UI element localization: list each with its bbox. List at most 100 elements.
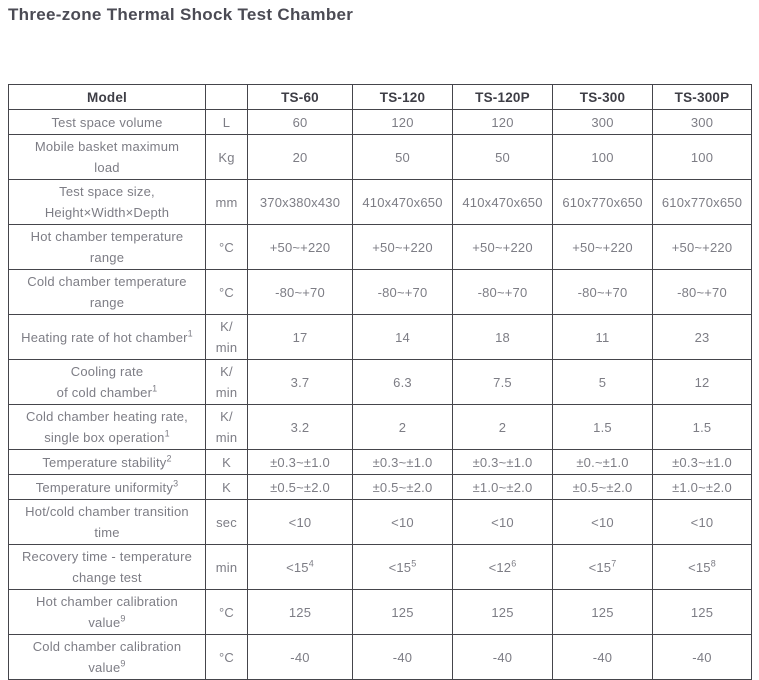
table-row: Test space volume L 60 120 120 300 300 bbox=[8, 109, 752, 135]
value-cell: +50~+220 bbox=[247, 224, 353, 270]
value-cell: <158 bbox=[652, 544, 752, 590]
table-row: Hot/cold chamber transition time sec <10 <1… bbox=[8, 499, 752, 545]
value-cell: ±0.5~±2.0 bbox=[247, 474, 353, 500]
superscript-note: 5 bbox=[411, 558, 417, 569]
value-cell: 2 bbox=[352, 404, 453, 450]
value-cell: ±0.~±1.0 bbox=[552, 449, 653, 475]
unit-cell: K/ min bbox=[205, 404, 248, 450]
unit-cell: K/ min bbox=[205, 359, 248, 405]
row-label-cell: Cold chamber temperature range bbox=[8, 269, 206, 315]
value-cell: 370x380x430 bbox=[247, 179, 353, 225]
table-body: Test space volume L 60 120 120 300 300 Mobile b… bbox=[8, 109, 752, 680]
table-row: Cold chamber heating rate, single box op… bbox=[8, 404, 752, 450]
superscript-note: 1 bbox=[152, 383, 158, 394]
value-cell: <154 bbox=[247, 544, 353, 590]
row-label-cell: Test space volume bbox=[8, 109, 206, 135]
superscript-note: 9 bbox=[120, 613, 126, 624]
value-cell: 23 bbox=[652, 314, 752, 360]
value-cell: +50~+220 bbox=[352, 224, 453, 270]
superscript-note: 9 bbox=[120, 658, 126, 669]
value-cell: +50~+220 bbox=[552, 224, 653, 270]
value-cell: 14 bbox=[352, 314, 453, 360]
value-cell: 2 bbox=[452, 404, 553, 450]
table-row: Hot chamber calibration value9 °C 125 125 12… bbox=[8, 589, 752, 635]
value-cell: 125 bbox=[352, 589, 453, 635]
unit-cell: °C bbox=[205, 634, 248, 680]
value-cell: -80~+70 bbox=[247, 269, 353, 315]
value-cell: ±1.0~±2.0 bbox=[652, 474, 752, 500]
superscript-note: 2 bbox=[166, 453, 172, 464]
value-cell: 120 bbox=[352, 109, 453, 135]
value-cell: -40 bbox=[247, 634, 353, 680]
unit-cell: min bbox=[205, 544, 248, 590]
unit-cell: °C bbox=[205, 589, 248, 635]
value-cell: 610x770x650 bbox=[552, 179, 653, 225]
value-cell: ±0.5~±2.0 bbox=[352, 474, 453, 500]
value-cell: <155 bbox=[352, 544, 453, 590]
value-cell: <10 bbox=[652, 499, 752, 545]
unit-cell: K bbox=[205, 474, 248, 500]
value-cell: -40 bbox=[452, 634, 553, 680]
value-cell: 7.5 bbox=[452, 359, 553, 405]
table-row: Hot chamber temperature range °C +50~+220 +… bbox=[8, 224, 752, 270]
model-column-header: TS-60 bbox=[247, 84, 353, 110]
table-row: Mobile basket maximum load Kg 20 50 50 100 100 bbox=[8, 134, 752, 180]
model-column-header: TS-120P bbox=[452, 84, 553, 110]
row-label-cell: Recovery time - temperature change test bbox=[8, 544, 206, 590]
row-label-cell: Hot chamber calibration value9 bbox=[8, 589, 206, 635]
superscript-note: 6 bbox=[511, 558, 517, 569]
row-label-cell: Heating rate of hot chamber1 bbox=[8, 314, 206, 360]
row-label-cell: Hot/cold chamber transition time bbox=[8, 499, 206, 545]
row-label-cell: Mobile basket maximum load bbox=[8, 134, 206, 180]
value-cell: -40 bbox=[352, 634, 453, 680]
table-row: Cold chamber temperature range °C -80~+70-… bbox=[8, 269, 752, 315]
value-cell: 100 bbox=[652, 134, 752, 180]
table-row: Cold chamber calibration value9 °C -40 -40-… bbox=[8, 634, 752, 680]
value-cell: 3.2 bbox=[247, 404, 353, 450]
unit-header bbox=[205, 84, 248, 110]
value-cell: 20 bbox=[247, 134, 353, 180]
model-column-header: TS-300P bbox=[652, 84, 752, 110]
superscript-note: 8 bbox=[710, 558, 716, 569]
model-column-header: TS-120 bbox=[352, 84, 453, 110]
value-cell: +50~+220 bbox=[652, 224, 752, 270]
value-cell: <157 bbox=[552, 544, 653, 590]
value-cell: 100 bbox=[552, 134, 653, 180]
unit-cell: Kg bbox=[205, 134, 248, 180]
unit-cell: K/ min bbox=[205, 314, 248, 360]
value-cell: ±0.5~±2.0 bbox=[552, 474, 653, 500]
unit-cell: L bbox=[205, 109, 248, 135]
value-cell: <126 bbox=[452, 544, 553, 590]
value-cell: 5 bbox=[552, 359, 653, 405]
value-cell: 11 bbox=[552, 314, 653, 360]
model-header: Model bbox=[8, 84, 206, 110]
table-header-row: Model TS-60 TS-120 TS-120P TS-300 TS-300P bbox=[8, 84, 752, 110]
row-label-cell: Temperature stability2 bbox=[8, 449, 206, 475]
superscript-note: 3 bbox=[173, 478, 179, 489]
superscript-note: 4 bbox=[308, 558, 314, 569]
value-cell: 6.3 bbox=[352, 359, 453, 405]
value-cell: 410x470x650 bbox=[452, 179, 553, 225]
table-row: Test space size, Height×Width×Depth mm 370… bbox=[8, 179, 752, 225]
table-row: Temperature uniformity3 K ±0.5~±2.0 ±0.5~±2… bbox=[8, 474, 752, 500]
value-cell: 12 bbox=[652, 359, 752, 405]
value-cell: +50~+220 bbox=[452, 224, 553, 270]
page-title: Three-zone Thermal Shock Test Chamber bbox=[8, 5, 354, 24]
value-cell: 50 bbox=[452, 134, 553, 180]
value-cell: ±0.3~±1.0 bbox=[247, 449, 353, 475]
table-row: Heating rate of hot chamber1 K/ min 17 14 18… bbox=[8, 314, 752, 360]
superscript-note: 7 bbox=[611, 558, 617, 569]
value-cell: -80~+70 bbox=[652, 269, 752, 315]
unit-cell: °C bbox=[205, 269, 248, 315]
value-cell: 125 bbox=[652, 589, 752, 635]
value-cell: ±0.3~±1.0 bbox=[352, 449, 453, 475]
superscript-note: 1 bbox=[164, 428, 170, 439]
value-cell: 610x770x650 bbox=[652, 179, 752, 225]
value-cell: <10 bbox=[552, 499, 653, 545]
value-cell: 50 bbox=[352, 134, 453, 180]
value-cell: 125 bbox=[552, 589, 653, 635]
row-label-cell: Test space size, Height×Width×Depth bbox=[8, 179, 206, 225]
value-cell: 18 bbox=[452, 314, 553, 360]
value-cell: -80~+70 bbox=[352, 269, 453, 315]
value-cell: -40 bbox=[552, 634, 653, 680]
